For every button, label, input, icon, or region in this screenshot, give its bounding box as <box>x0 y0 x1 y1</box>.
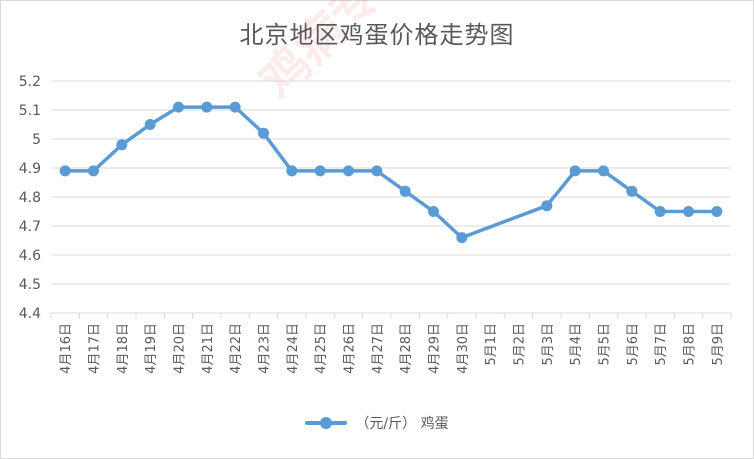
x-tick-label: 4月25日 <box>314 323 329 374</box>
legend-marker <box>305 417 348 429</box>
x-tick-label: 4月23日 <box>258 323 273 374</box>
x-tick-label: 4月16日 <box>59 323 74 374</box>
x-tick-label: 5月3日 <box>541 323 556 366</box>
data-point <box>343 165 354 177</box>
x-tick-label: 4月28日 <box>399 323 414 374</box>
x-tick-label: 5月8日 <box>683 323 698 366</box>
data-point <box>173 101 184 113</box>
data-point <box>541 200 553 212</box>
x-tick-label: 4月18日 <box>116 323 131 374</box>
x-tick-label: 5月6日 <box>626 323 641 366</box>
x-tick-label: 5月7日 <box>654 323 669 366</box>
data-point <box>683 206 694 217</box>
data-point <box>428 206 439 217</box>
series-line <box>65 105 717 240</box>
x-tick-label: 4月20日 <box>173 323 188 374</box>
gridlines <box>51 80 731 314</box>
x-tick-label: 4月27日 <box>371 323 386 374</box>
x-tick-label: 5月1日 <box>484 323 499 366</box>
data-point <box>59 165 71 177</box>
x-axis-ticks: 4月16日 4月17日 4月18日 4月19日 4月20日 4月21日 4月22日 4月23日… <box>50 313 732 374</box>
x-tick-label: 4月30日 <box>456 323 471 374</box>
y-tick-label: 4.6 <box>19 248 41 264</box>
y-tick-label: 5.2 <box>19 74 41 90</box>
data-point <box>654 206 666 217</box>
data-point <box>456 232 468 244</box>
y-tick-label: 4.7 <box>19 219 41 235</box>
data-point <box>711 206 723 217</box>
x-tick-label: 4月21日 <box>201 323 216 374</box>
data-point <box>598 165 609 177</box>
data-point <box>229 101 241 113</box>
y-axis-ticks: 4.4 4.5 4.6 4.7 4.8 4.9 5 5.1 5.2 <box>19 74 41 322</box>
x-tick-label: 4月22日 <box>229 323 244 374</box>
data-point <box>569 165 581 177</box>
y-tick-label: 5 <box>32 132 41 148</box>
x-tick-label: 4月29日 <box>428 323 443 374</box>
y-tick-label: 5.1 <box>19 103 41 119</box>
data-point <box>626 185 638 197</box>
series-egg-price <box>59 101 723 244</box>
data-point <box>116 139 128 151</box>
x-tick-label: 5月9日 <box>711 323 726 366</box>
x-tick-label: 5月5日 <box>598 323 613 366</box>
data-point <box>88 165 99 177</box>
x-tick-label: 5月2日 <box>513 323 528 366</box>
data-point <box>371 165 383 177</box>
chart-title: 北京地区鸡蛋价格走势图 <box>239 21 515 49</box>
x-tick-label: 4月24日 <box>286 323 301 374</box>
data-point <box>201 101 213 113</box>
data-point <box>286 165 298 177</box>
x-tick-label: 4月19日 <box>144 323 159 374</box>
y-tick-label: 4.5 <box>19 277 41 293</box>
x-tick-label: 5月4日 <box>569 323 584 366</box>
legend: （元/斤） 鸡蛋 <box>1 413 753 433</box>
y-tick-label: 4.4 <box>19 306 41 322</box>
data-point <box>258 127 269 139</box>
data-point <box>314 165 326 177</box>
x-tick-label: 4月17日 <box>88 323 103 374</box>
y-tick-label: 4.9 <box>19 161 41 177</box>
data-point <box>144 119 156 130</box>
data-point <box>399 185 411 197</box>
x-tick-label: 4月26日 <box>343 323 358 374</box>
y-tick-label: 4.8 <box>19 190 41 206</box>
legend-label: （元/斤） 鸡蛋 <box>355 416 449 432</box>
